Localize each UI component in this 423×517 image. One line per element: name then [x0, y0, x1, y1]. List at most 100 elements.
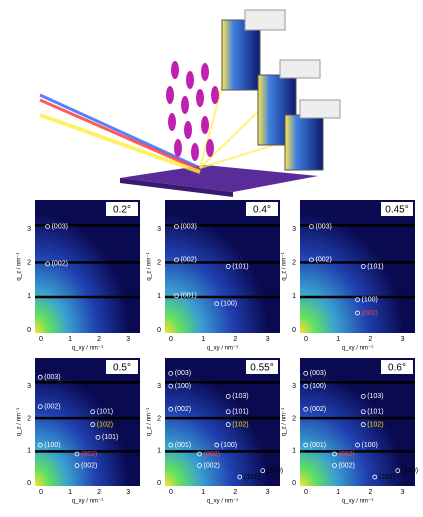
y-tick-label: 3 — [292, 226, 296, 233]
peak-label: (003) — [44, 374, 60, 381]
angle-label: 0.6° — [388, 363, 406, 374]
peak-label: (002) — [204, 462, 220, 469]
x-tick-label: 1 — [68, 336, 72, 343]
x-tick-label: 1 — [201, 489, 205, 496]
peak-label: (002) — [316, 257, 332, 264]
detector-gap — [300, 417, 415, 420]
peak-label: (100) — [221, 442, 237, 449]
peak-label: (003) — [310, 370, 326, 377]
y-tick-label: 3 — [292, 383, 296, 390]
x-axis-label: q_xy / nm⁻¹ — [207, 346, 238, 352]
x-tick-label: 2 — [97, 489, 101, 496]
x-axis-label: q_xy / nm⁻¹ — [72, 499, 103, 505]
y-tick-label: 0 — [27, 327, 31, 334]
x-tick-label: 0 — [304, 489, 308, 496]
y-tick-label: 0 — [292, 327, 296, 334]
x-tick-label: 0 — [169, 336, 173, 343]
y-tick-label: 2 — [157, 415, 161, 422]
x-axis-label: q_xy / nm⁻¹ — [342, 499, 373, 505]
y-tick-label: 1 — [292, 448, 296, 455]
x-axis-label: q_xy / nm⁻¹ — [342, 346, 373, 352]
x-tick-label: 3 — [126, 489, 130, 496]
peak-label: (101) — [367, 409, 383, 416]
x-tick-label: 0 — [39, 336, 43, 343]
peak-label: (002) — [362, 310, 378, 317]
peak-label: (102) — [97, 421, 113, 428]
angle-label: 0.5° — [113, 363, 131, 374]
y-tick-label: 2 — [292, 415, 296, 422]
x-tick-label: 3 — [126, 336, 130, 343]
peak-label: (101) — [97, 409, 113, 416]
peak-label: (100) — [402, 467, 418, 474]
peak-label: (001) — [310, 442, 326, 449]
detector-gap — [35, 417, 140, 420]
peak-label: (003) — [175, 370, 191, 377]
peak-label: (002) — [181, 257, 197, 264]
y-tick-label: 1 — [27, 448, 31, 455]
y-axis-label: q_z / nm⁻¹ — [282, 252, 288, 280]
y-axis-label: q_z / nm⁻¹ — [17, 408, 23, 436]
x-tick-label: 2 — [368, 336, 372, 343]
y-tick-label: 1 — [157, 448, 161, 455]
peak-label: (100) — [267, 467, 283, 474]
x-tick-label: 3 — [266, 336, 270, 343]
peak-label: (002) — [44, 403, 60, 410]
x-tick-label: 2 — [97, 336, 101, 343]
x-tick-label: 3 — [266, 489, 270, 496]
peak-label: (101) — [367, 263, 383, 270]
peak-label: (003) — [316, 223, 332, 230]
peak-label: (100) — [310, 383, 326, 390]
angle-label: 0.55° — [250, 363, 273, 374]
peak-label: (003) — [181, 223, 197, 230]
x-tick-label: 1 — [336, 489, 340, 496]
peak-label: (101) — [244, 474, 260, 481]
peak-label: (002) — [81, 462, 97, 469]
y-tick-label: 2 — [157, 260, 161, 267]
peak-label: (102) — [232, 421, 248, 428]
y-tick-label: 0 — [157, 327, 161, 334]
peak-label: (101) — [232, 409, 248, 416]
peak-label: (002) — [204, 451, 220, 458]
peak-label: (100) — [362, 442, 378, 449]
y-tick-label: 3 — [27, 383, 31, 390]
y-axis-label: q_z / nm⁻¹ — [147, 252, 153, 280]
y-tick-label: 1 — [157, 293, 161, 300]
y-tick-label: 1 — [292, 293, 296, 300]
peak-label: (002) — [175, 406, 191, 413]
angle-label: 0.45° — [385, 205, 408, 216]
detector-gap — [165, 450, 280, 453]
y-axis-label: q_z / nm⁻¹ — [17, 252, 23, 280]
x-tick-label: 0 — [304, 336, 308, 343]
x-axis-label: q_xy / nm⁻¹ — [72, 346, 103, 352]
y-tick-label: 3 — [157, 226, 161, 233]
y-tick-label: 0 — [292, 480, 296, 487]
peak-label: (002) — [339, 462, 355, 469]
peak-label: (002) — [310, 406, 326, 413]
peak-label: (001) — [175, 442, 191, 449]
x-tick-label: 2 — [233, 336, 237, 343]
y-tick-label: 3 — [27, 226, 31, 233]
y-axis-label: q_z / nm⁻¹ — [147, 408, 153, 436]
x-axis-label: q_xy / nm⁻¹ — [207, 499, 238, 505]
peak-label: (002) — [81, 451, 97, 458]
y-axis-label: q_z / nm⁻¹ — [282, 408, 288, 436]
x-tick-label: 1 — [201, 336, 205, 343]
y-tick-label: 2 — [27, 415, 31, 422]
x-tick-label: 3 — [401, 336, 405, 343]
peak-label: (002) — [52, 261, 68, 268]
peak-label: (100) — [362, 297, 378, 304]
detector-image — [300, 200, 415, 333]
schematic — [40, 10, 340, 197]
x-tick-label: 0 — [169, 489, 173, 496]
peak-label: (100) — [44, 442, 60, 449]
detector-gap — [165, 417, 280, 420]
y-tick-label: 0 — [157, 480, 161, 487]
y-tick-label: 3 — [157, 383, 161, 390]
y-tick-label: 1 — [27, 293, 31, 300]
angle-label: 0.2° — [113, 205, 131, 216]
peak-label: (101) — [379, 474, 395, 481]
peak-label: (102) — [367, 421, 383, 428]
x-tick-label: 2 — [368, 489, 372, 496]
peak-label: (002) — [339, 451, 355, 458]
x-tick-label: 1 — [68, 489, 72, 496]
